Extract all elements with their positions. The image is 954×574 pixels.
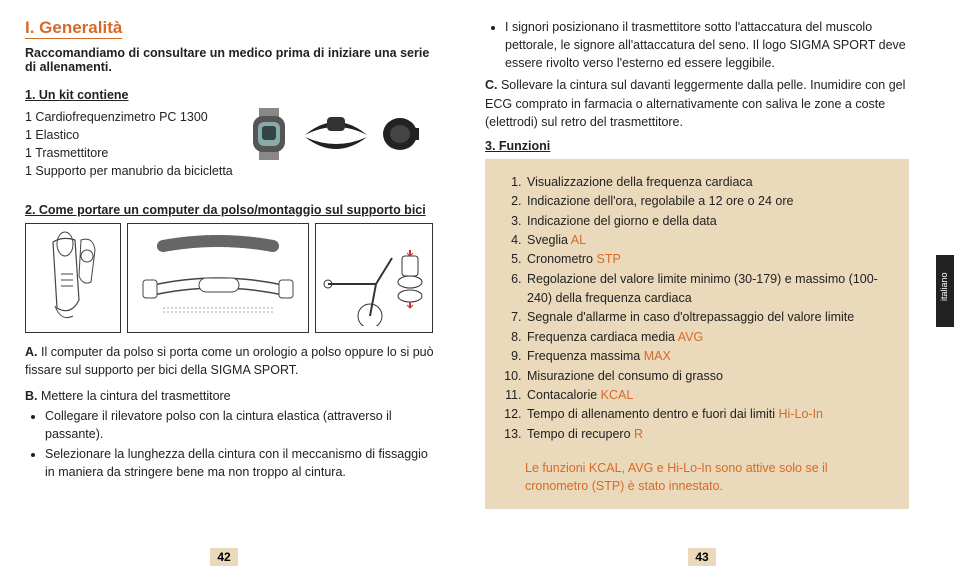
- list-item: Visualizzazione della frequenza cardiaca: [525, 173, 891, 192]
- para-a: A. Il computer da polso si porta come un…: [25, 343, 435, 379]
- page-number: 43: [688, 548, 716, 566]
- list-item: Selezionare la lunghezza della cintura c…: [45, 445, 435, 481]
- list-item: Contacalorie KCAL: [525, 386, 891, 405]
- list-item: Indicazione del giorno e della data: [525, 212, 891, 231]
- strap-icon: [299, 111, 373, 157]
- body-text-right-top: I signori posizionano il trasmettitore s…: [485, 18, 909, 131]
- funzioni-heading: 3. Funzioni: [485, 139, 909, 153]
- watch-icon: [245, 108, 293, 160]
- kit-heading: 1. Un kit contiene: [25, 88, 435, 102]
- body-text-left: A. Il computer da polso si porta come un…: [25, 343, 435, 482]
- list-item: Tempo di recupero R: [525, 425, 891, 444]
- diagram-c: [315, 223, 433, 333]
- language-label: italiano: [939, 283, 949, 301]
- list-item: Frequenza massima MAX: [525, 347, 891, 366]
- page-spread: I. Generalità Raccomandiamo di consultar…: [0, 0, 954, 574]
- list-item: Cronometro STP: [525, 250, 891, 269]
- kit-list: 1 Cardiofrequenzimetro PC 1300 1 Elastic…: [25, 108, 435, 181]
- section-heading: I. Generalità: [25, 18, 435, 38]
- para-b: B. Mettere la cintura del trasmettitore: [25, 387, 435, 405]
- b-bullets: Collegare il rilevatore polso con la cin…: [25, 407, 435, 482]
- page-right: I signori posizionano il trasmettitore s…: [460, 0, 954, 574]
- mount-icon: [379, 114, 421, 154]
- diagram-a: [25, 223, 121, 333]
- para-c: C. Sollevare la cintura sul davanti legg…: [485, 76, 909, 130]
- list-item: Regolazione del valore limite minimo (30…: [525, 270, 891, 309]
- intro-text: Raccomandiamo di consultare un medico pr…: [25, 46, 435, 74]
- kit-images: [245, 108, 421, 160]
- page-number: 42: [210, 548, 238, 566]
- list-item: I signori posizionano il trasmettitore s…: [505, 18, 909, 72]
- kit-item: 1 Supporto per manubrio da bicicletta: [25, 162, 435, 180]
- wear-heading: 2. Come portare un computer da polso/mon…: [25, 203, 435, 217]
- diagram-b: [127, 223, 309, 333]
- language-tab: italiano: [936, 255, 954, 327]
- funzioni-list: Visualizzazione della frequenza cardiaca…: [503, 173, 891, 444]
- funzioni-box: Visualizzazione della frequenza cardiaca…: [485, 159, 909, 509]
- list-item: Collegare il rilevatore polso con la cin…: [45, 407, 435, 443]
- list-item: Frequenza cardiaca media AVG: [525, 328, 891, 347]
- list-item: Misurazione del consumo di grasso: [525, 367, 891, 386]
- list-item: Tempo di allenamento dentro e fuori dai …: [525, 405, 891, 424]
- page-left: I. Generalità Raccomandiamo di consultar…: [0, 0, 460, 574]
- list-item: Segnale d'allarme in caso d'oltrepassagg…: [525, 308, 891, 327]
- list-item: Sveglia AL: [525, 231, 891, 250]
- diagram-row: [25, 223, 435, 333]
- funzioni-note: Le funzioni KCAL, AVG e Hi-Lo-In sono at…: [503, 460, 891, 495]
- list-item: Indicazione dell'ora, regolabile a 12 or…: [525, 192, 891, 211]
